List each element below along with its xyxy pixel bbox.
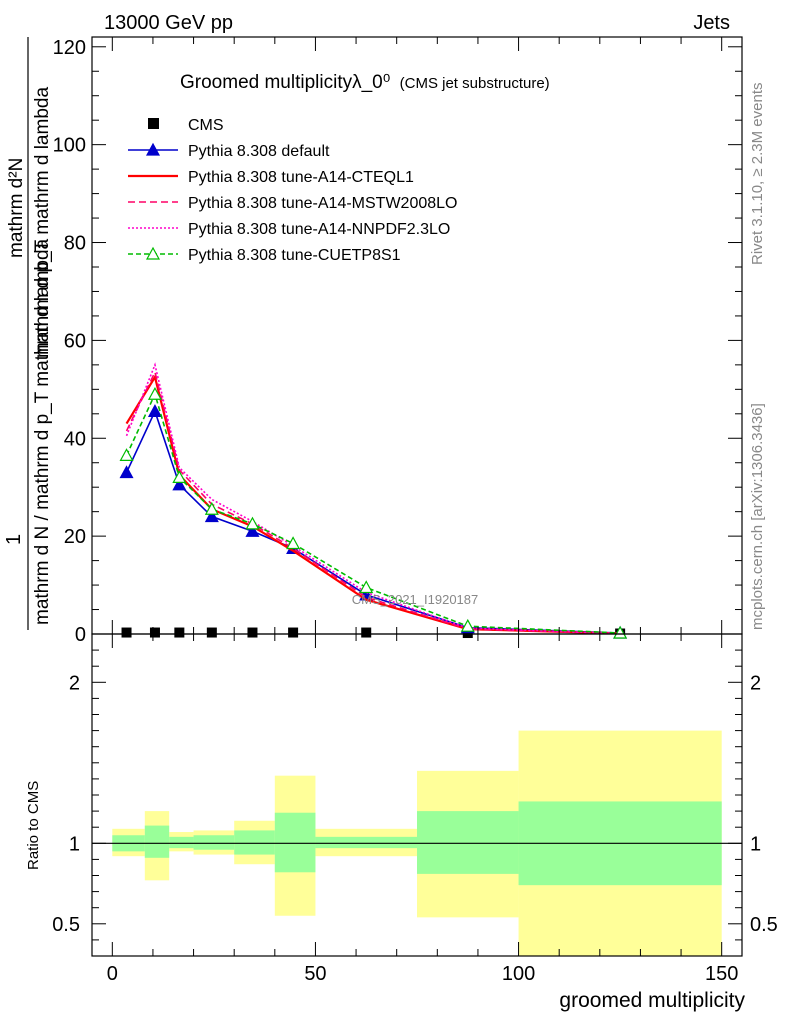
legend-label-a14cteq: Pythia 8.308 tune-A14-CTEQL1 xyxy=(188,169,414,186)
watermark: CMS_2021_I1920187 xyxy=(352,592,479,607)
x-tick-label: 0 xyxy=(107,963,118,985)
legend-marker-cms xyxy=(148,118,159,129)
cms-data-point xyxy=(206,627,217,638)
y-label-denominator: mathrm d N / mathrm d p_T mathrm d lambd… xyxy=(32,238,53,625)
mcplots-label: mcplots.cern.ch [arXiv:1306.3436] xyxy=(749,403,766,630)
cms-data-point xyxy=(174,627,185,638)
legend-marker-cuetp8s1 xyxy=(145,246,161,260)
y-label-main: mathrm d²N xyxy=(6,158,27,258)
legend-marker-default xyxy=(145,142,161,156)
series-point-cuetp8s1 xyxy=(613,625,628,639)
series-point-default xyxy=(245,523,260,537)
main-title: Groomed multiplicityλ_0⁰ (CMS jet substr… xyxy=(180,72,550,93)
y-label-main2: mathrm d p_T mathrm d lambda xyxy=(32,87,53,358)
series-point-default xyxy=(119,465,134,479)
main-y-label: 1 mathrm d N / mathrm d p_T mathrm d lam… xyxy=(3,37,53,630)
ratio-ticks: 0.5 0.5 1 1 2 2 0 50 100 150 xyxy=(52,634,778,985)
cms-data-point xyxy=(149,627,160,638)
series-point-cuetp8s1 xyxy=(460,618,475,632)
y-tick-label: 100 xyxy=(53,135,86,157)
series-point-cuetp8s1 xyxy=(172,470,187,484)
cms-data-point xyxy=(247,627,258,638)
cms-data-point xyxy=(121,627,132,638)
ratio-y-tick-label-right: 0.5 xyxy=(750,914,778,936)
cms-data-point xyxy=(361,627,372,638)
y-tick-label: 0 xyxy=(75,624,86,646)
legend-label-cuetp8s1: Pythia 8.308 tune-CUETP8S1 xyxy=(188,247,401,264)
ratio-band-inner xyxy=(144,825,170,858)
ratio-y-tick-label: 0.5 xyxy=(52,914,80,936)
header-right: Jets xyxy=(693,12,730,34)
series-point-cuetp8s1 xyxy=(204,501,219,515)
y-tick-label: 40 xyxy=(64,428,86,450)
ratio-band-inner xyxy=(417,811,519,874)
ratio-plot-frame xyxy=(91,633,743,957)
rivet-label: Rivet 3.1.10, ≥ 2.3M events xyxy=(749,83,766,266)
ratio-y-tick-label: 1 xyxy=(69,833,80,855)
legend-label-cms: CMS xyxy=(188,117,224,134)
y-tick-label: 120 xyxy=(53,37,86,59)
legend-label-default: Pythia 8.308 default xyxy=(188,143,330,160)
series-point-default xyxy=(172,477,187,491)
series-point-cuetp8s1 xyxy=(286,536,301,550)
series-point-cuetp8s1 xyxy=(359,580,374,594)
legend: CMS Pythia 8.308 default Pythia 8.308 tune… xyxy=(128,117,457,264)
ratio-plot-content xyxy=(92,730,742,956)
main-plot-content xyxy=(119,362,628,639)
ratio-y-tick-label-right: 1 xyxy=(750,833,761,855)
ratio-band-inner xyxy=(234,830,275,855)
y-label-numerator: 1 xyxy=(3,534,25,545)
series-point-default xyxy=(204,509,219,523)
ratio-band-inner xyxy=(193,835,235,850)
legend-label-a14nnpdf: Pythia 8.308 tune-A14-NNPDF2.3LO xyxy=(188,221,450,238)
x-tick-label: 50 xyxy=(304,963,326,985)
ratio-band-inner xyxy=(169,836,194,849)
y-tick-label: 20 xyxy=(64,526,86,548)
series-point-default xyxy=(147,404,162,417)
x-tick-label: 100 xyxy=(502,963,535,985)
ratio-band-inner xyxy=(274,812,316,873)
x-tick-label: 150 xyxy=(705,963,738,985)
cms-data-point xyxy=(288,627,299,638)
ratio-y-label: Ratio to CMS xyxy=(25,781,42,870)
ratio-y-tick-label-right: 2 xyxy=(750,672,761,694)
header-left: 13000 GeV pp xyxy=(104,12,233,34)
series-point-cuetp8s1 xyxy=(245,516,260,530)
y-tick-label: 80 xyxy=(64,233,86,255)
legend-label-a14mstw: Pythia 8.308 tune-A14-MSTW2008LO xyxy=(188,195,457,212)
main-y-ticks: 0 20 40 60 80 100 120 xyxy=(53,37,742,646)
series-point-cuetp8s1 xyxy=(147,386,162,400)
ratio-band-inner xyxy=(315,836,417,849)
x-axis-label: groomed multiplicity xyxy=(559,989,745,1012)
series-point-cuetp8s1 xyxy=(119,448,134,461)
ratio-y-tick-label: 2 xyxy=(69,672,80,694)
y-tick-label: 60 xyxy=(64,330,86,352)
